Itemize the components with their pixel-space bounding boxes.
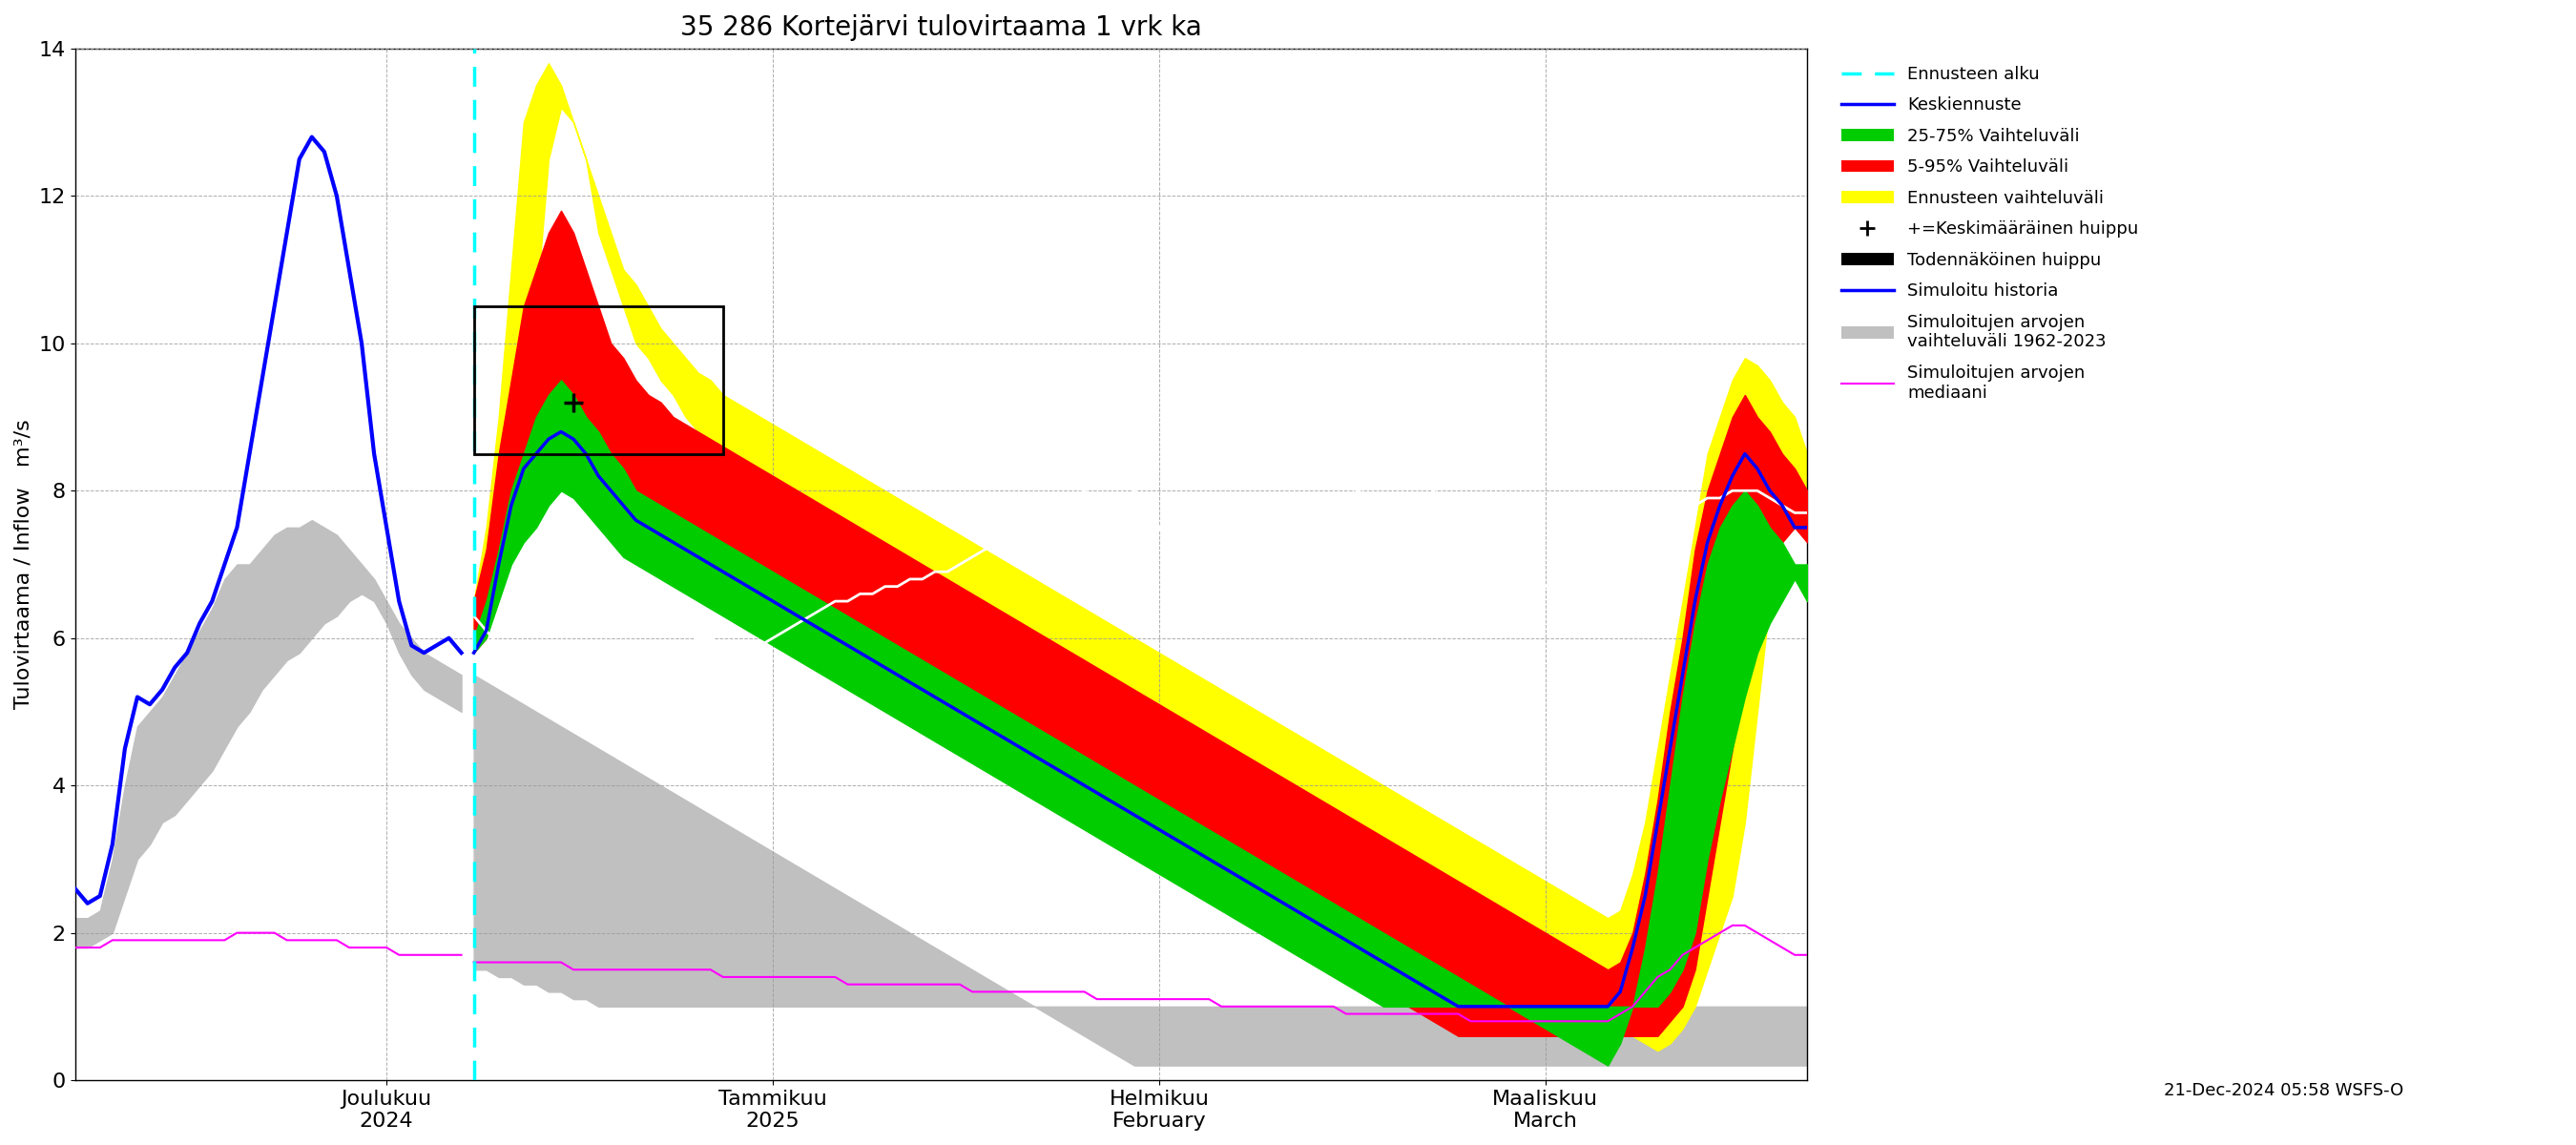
Legend: Ennusteen alku, Keskiennuste, 25-75% Vaihteluväli, 5-95% Vaihteluväli, Ennusteen: Ennusteen alku, Keskiennuste, 25-75% Vai…	[1834, 57, 2146, 410]
Y-axis label: Tulovirtaama / Inflow   m³/s: Tulovirtaama / Inflow m³/s	[15, 419, 33, 709]
Text: 21-Dec-2024 05:58 WSFS-O: 21-Dec-2024 05:58 WSFS-O	[2164, 1082, 2403, 1099]
Title: 35 286 Kortejärvi tulovirtaama 1 vrk ka: 35 286 Kortejärvi tulovirtaama 1 vrk ka	[680, 14, 1203, 41]
